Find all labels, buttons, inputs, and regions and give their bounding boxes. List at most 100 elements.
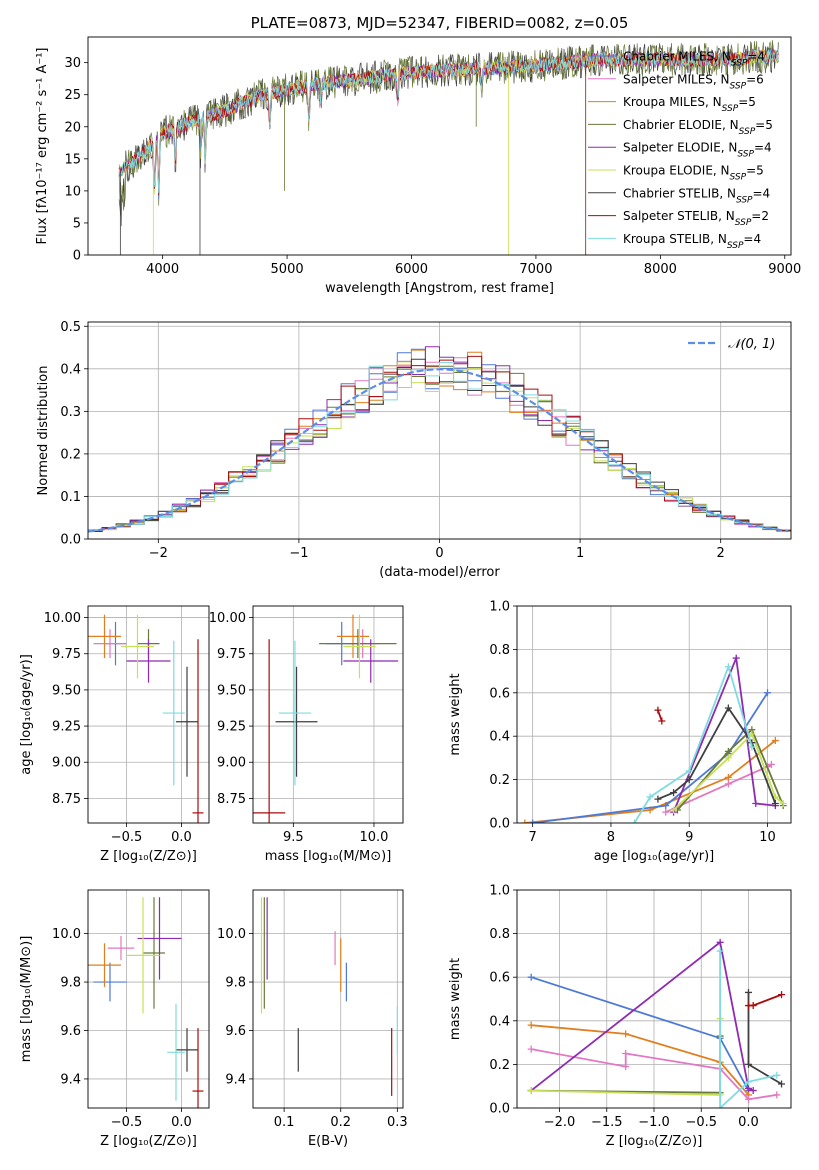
x-tick-label: 0.0 [171, 830, 192, 845]
x-axis-label: age [log₁₀(age/yr)] [594, 849, 715, 864]
plot-area [88, 890, 209, 1108]
normal-curve [88, 368, 789, 533]
data-point [658, 717, 666, 725]
histogram-step [88, 361, 791, 532]
axes-frame [516, 889, 792, 1109]
panel-mass_vs_Z: −0.5 0.0 9.4 9.6 9.8 10.0 Z [log₁₀(Z/Z⊙)] mass … [19, 889, 210, 1149]
spectrum-line [118, 40, 779, 227]
x-tick-label: 7000 [519, 262, 552, 277]
data-point [527, 973, 535, 981]
x-tick-label: 10 [759, 830, 776, 845]
panel-spectrum: 4000 5000 6000 7000 8000 9000 0 5 10 15 20 25 30 wave… [35, 14, 801, 296]
x-tick-label: 0.0 [738, 1115, 759, 1130]
data-point [778, 991, 786, 999]
data-point [716, 947, 724, 955]
axes-frame [87, 605, 210, 824]
data-point [654, 795, 662, 803]
series-line [657, 706, 777, 804]
y-tick-label: 0.2 [489, 773, 510, 788]
data-point [724, 773, 732, 781]
y-tick-label: 0 [73, 249, 81, 264]
x-axis-label: Z [log₁₀(Z/Z⊙)] [100, 849, 197, 864]
panel-age_vs_mass: 9.5 10.0 8.75 9.00 9.25 9.50 9.75 10.00 mass [lo… [209, 605, 404, 864]
data-point [764, 689, 772, 697]
y-tick-label: 10.00 [209, 611, 246, 626]
y-axis-label: Normed distribution [36, 366, 51, 496]
y-tick-label: 10.00 [44, 611, 81, 626]
y-tick-label: 9.6 [60, 1024, 81, 1039]
axes-frame [87, 36, 792, 256]
y-tick-label: 1.0 [489, 600, 510, 615]
y-axis-label: age [log₁₀(age/yr)] [19, 654, 34, 775]
data-point [732, 654, 740, 662]
plot-area [118, 40, 779, 255]
plot-area [253, 606, 403, 823]
plot-area [517, 890, 791, 1108]
y-tick-label: 0.5 [60, 320, 81, 335]
x-tick-label: 8 [607, 830, 615, 845]
data-point [670, 806, 678, 814]
axes-frame [252, 605, 404, 824]
histogram-step [88, 355, 791, 532]
x-axis-label: wavelength [Angstrom, rest frame] [325, 281, 554, 296]
legend-label: Salpeter ELODIE, NSSP=4 [623, 141, 772, 160]
axes-frame [87, 889, 210, 1109]
legend-label: Chabrier MILES, NSSP=4 [623, 50, 765, 69]
data-point [748, 730, 756, 738]
y-tick-label: 0.2 [60, 447, 81, 462]
data-point [527, 1045, 535, 1053]
y-tick-label: 0.2 [489, 1058, 510, 1073]
y-tick-label: 0.6 [489, 971, 510, 986]
y-tick-label: 0.3 [60, 405, 81, 420]
x-tick-label: −2.0 [544, 1115, 576, 1130]
data-point [646, 793, 654, 801]
y-axis-label: mass weight [448, 673, 463, 755]
y-tick-label: 9.50 [217, 683, 246, 698]
data-point [744, 1078, 752, 1086]
panel-mass_vs_ebv: 0.1 0.2 0.3 9.4 9.6 9.8 10.0 E(B-V) [217, 889, 408, 1149]
y-tick-label: 0.4 [489, 1014, 510, 1029]
y-tick-label: 9.00 [52, 756, 81, 771]
x-tick-label: 0.3 [387, 1115, 408, 1130]
y-tick-label: 9.50 [52, 683, 81, 698]
x-tick-label: 8000 [644, 262, 677, 277]
plot-area [253, 890, 403, 1108]
data-point [744, 1095, 752, 1103]
data-point [529, 819, 537, 823]
y-tick-label: 20 [64, 120, 81, 135]
y-tick-label: 9.00 [217, 756, 246, 771]
x-tick-label: −1.0 [638, 1115, 670, 1130]
x-tick-label: −0.5 [111, 1115, 143, 1130]
data-point [767, 760, 775, 768]
x-axis-label: E(B-V) [308, 1134, 348, 1149]
chart-title: PLATE=0873, MJD=52347, FIBERID=0082, z=0… [251, 14, 629, 32]
x-tick-label: −0.5 [685, 1115, 717, 1130]
data-point [716, 1104, 724, 1108]
data-point [716, 938, 724, 946]
x-tick-label: 5000 [271, 262, 304, 277]
legend-label: Chabrier STELIB, NSSP=4 [623, 186, 770, 205]
x-tick-label: 9.5 [283, 830, 304, 845]
axes-frame [516, 605, 792, 824]
y-tick-label: 0.0 [60, 533, 81, 548]
y-tick-label: 0.8 [489, 927, 510, 942]
x-tick-label: −1.5 [591, 1115, 623, 1130]
x-tick-label: 10.0 [359, 830, 388, 845]
y-tick-label: 8.75 [217, 792, 246, 807]
data-point [670, 789, 678, 797]
x-axis-label: Z [log₁₀(Z/Z⊙)] [100, 1134, 197, 1149]
data-point [662, 802, 670, 810]
y-tick-label: 9.75 [217, 647, 246, 662]
data-point [685, 767, 693, 775]
data-point [724, 704, 732, 712]
data-point [744, 1084, 752, 1092]
data-point [622, 1030, 630, 1038]
plot-area [88, 606, 209, 823]
y-tick-label: 10.0 [52, 927, 81, 942]
spectrum-legend: Chabrier MILES, NSSP=4 Salpeter MILES, NS… [588, 50, 773, 251]
panel-residuals: −2 −1 0 1 2 0.0 0.1 0.2 0.3 0.4 0.5 (data-model)/er… [36, 320, 792, 580]
data-point [654, 706, 662, 714]
series-line [531, 1048, 777, 1101]
data-point [748, 743, 756, 751]
